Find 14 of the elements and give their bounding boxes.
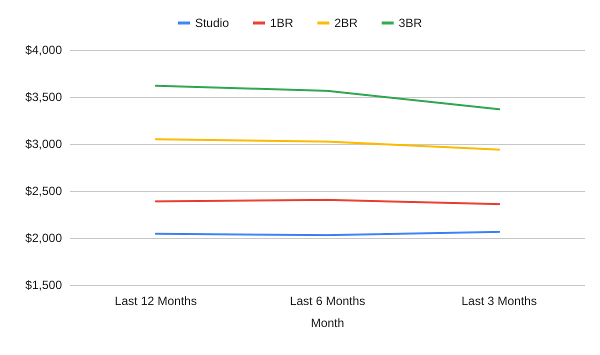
legend-label: 3BR [398,16,422,30]
legend-label: 1BR [270,16,294,30]
x-tick-label: Last 12 Months [114,294,197,308]
y-tick-label: $2,500 [25,184,62,198]
x-tick-label: Last 3 Months [461,294,537,308]
legend-label: Studio [194,16,230,30]
x-tick-label: Last 6 Months [290,294,366,308]
y-tick-label: $1,500 [25,278,62,292]
y-tick-label: $3,000 [25,137,62,151]
y-tick-label: $2,000 [25,231,62,245]
y-tick-label: $4,000 [25,43,62,57]
y-tick-label: $3,500 [25,90,62,104]
x-axis-title: Month [310,316,344,330]
legend-label: 2BR [334,16,358,30]
